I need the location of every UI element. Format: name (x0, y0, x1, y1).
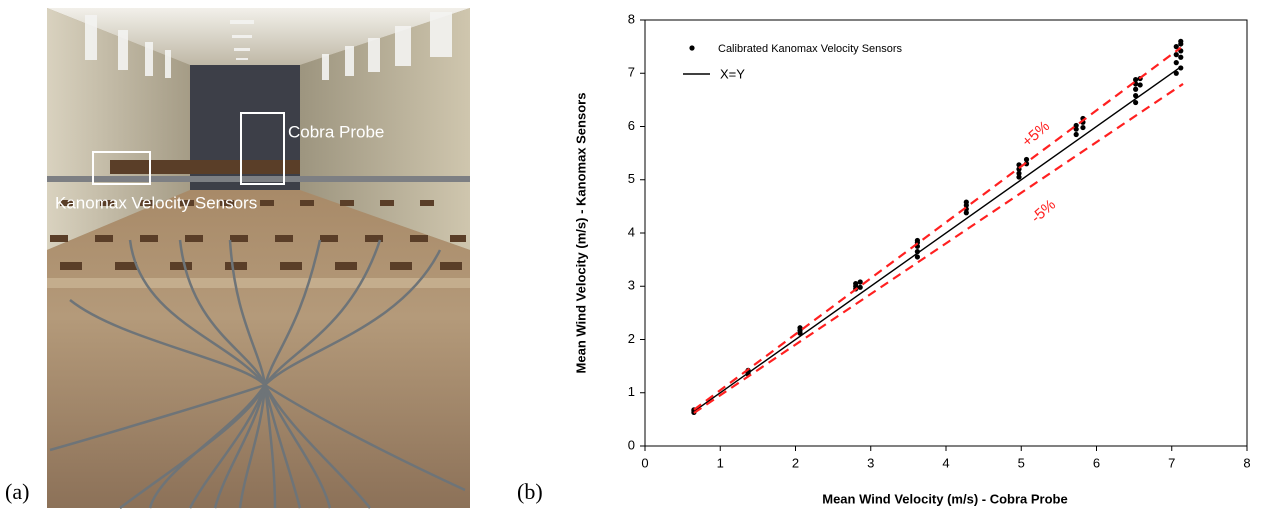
data-point (1023, 156, 1030, 163)
data-point (1133, 99, 1139, 106)
y-tick-label: 6 (628, 118, 635, 133)
y-tick-label: 2 (628, 331, 635, 346)
data-point (853, 280, 859, 287)
data-point (963, 210, 969, 216)
y-tick-label: 8 (628, 11, 635, 26)
photo: Cobra Probe Kanomax Velocity Sensors (47, 8, 470, 509)
panel-label: (a) (5, 479, 29, 504)
photo-annotation: Cobra Probe (288, 122, 384, 141)
data-point (1133, 86, 1139, 92)
data-point (1173, 44, 1179, 50)
data-point (914, 237, 921, 244)
photo-annotation: Kanomax Velocity Sensors (55, 193, 257, 212)
y-tick-label: 7 (628, 65, 635, 80)
data-point (1178, 38, 1184, 44)
data-point (1073, 126, 1079, 132)
x-axis-title: Mean Wind Velocity (m/s) - Cobra Probe (822, 491, 1067, 506)
data-point (1173, 60, 1179, 66)
y-tick-label: 5 (628, 171, 635, 186)
x-tick-label: 4 (942, 455, 949, 470)
x-tick-label: 2 (792, 455, 799, 470)
data-point (963, 199, 969, 205)
data-point (1173, 70, 1179, 76)
x-tick-label: 8 (1243, 455, 1250, 470)
data-point (1173, 52, 1179, 58)
legend-label: X=Y (720, 66, 745, 81)
x-tick-label: 6 (1093, 455, 1100, 470)
x-tick-label: 5 (1018, 455, 1025, 470)
x-tick-label: 0 (641, 455, 648, 470)
y-tick-label: 0 (628, 437, 635, 452)
data-point (914, 254, 921, 260)
data-point (1073, 122, 1079, 129)
data-line (693, 46, 1182, 411)
data-point (857, 279, 863, 285)
data-line (693, 82, 1184, 414)
panel-label: (b) (517, 479, 543, 504)
x-tick-label: 3 (867, 455, 874, 470)
data-point (857, 284, 863, 290)
legend-marker (689, 45, 695, 51)
y-axis-title: Mean Wind Velocity (m/s) - Kanomax Senso… (573, 93, 588, 374)
data-point (1080, 124, 1086, 131)
y-tick-label: 4 (628, 224, 635, 239)
data-point (1016, 174, 1022, 180)
data-point (1133, 93, 1139, 99)
data-point (1016, 170, 1022, 176)
data-point (1133, 77, 1139, 83)
legend-label: Calibrated Kanomax Velocity Sensors (718, 43, 903, 55)
data-point (1178, 65, 1184, 71)
data-point (1178, 54, 1184, 60)
data-point (797, 325, 803, 331)
data-point (1073, 131, 1079, 138)
data-point (1137, 82, 1143, 88)
annotation: -5% (1028, 196, 1059, 226)
x-tick-label: 1 (717, 455, 724, 470)
y-tick-label: 1 (628, 384, 635, 399)
x-tick-label: 7 (1168, 455, 1175, 470)
y-tick-label: 3 (628, 278, 635, 293)
data-line (693, 67, 1180, 412)
